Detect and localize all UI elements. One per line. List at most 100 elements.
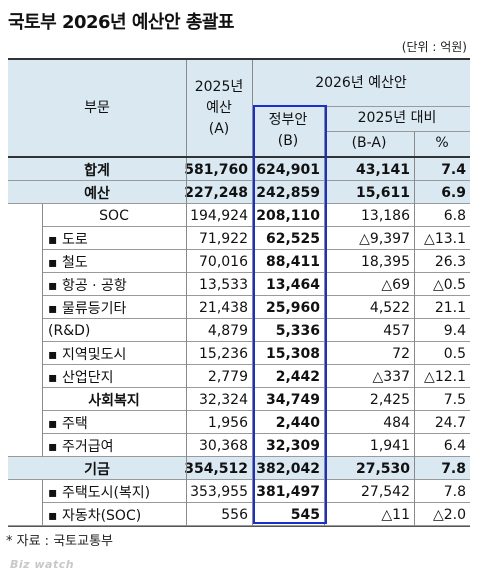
budget-table: 부문 2025년 예산 (A) 2026년 예산안 정부안 (B) 2025년 …: [8, 58, 470, 527]
row-divider: [8, 180, 470, 181]
row-divider: [42, 433, 470, 434]
cell-pct: 7.8: [441, 460, 466, 477]
row-divider: [42, 295, 470, 296]
cell-b: 208,110: [256, 207, 320, 224]
row-divider: [42, 318, 470, 319]
cell-a: 32,324: [199, 391, 248, 408]
cell-pct: 24.7: [434, 414, 466, 431]
cell-b: 32,309: [265, 437, 320, 454]
cell-b: 2,442: [275, 368, 320, 385]
cell-diff: 4,522: [369, 299, 410, 316]
cell-diff: 457: [383, 322, 410, 339]
cell-a: 354,512: [184, 460, 248, 477]
cell-a: 13,533: [199, 276, 248, 293]
row-divider: [42, 226, 470, 227]
row-label: 합계: [8, 158, 186, 181]
column-divider: [414, 158, 415, 526]
cell-b: 88,411: [265, 253, 320, 270]
row-label: ▪ 항공 · 공항: [48, 277, 127, 294]
cell-pct: 7.8: [443, 483, 466, 500]
row-divider: [42, 387, 470, 388]
cell-b: 545: [290, 506, 320, 523]
row-divider: [42, 502, 470, 503]
cell-diff: 27,530: [355, 460, 410, 477]
cell-pct: 21.1: [434, 299, 466, 316]
page-title: 국토부 2026년 예산안 총괄표: [8, 12, 235, 33]
cell-diff: 27,542: [361, 483, 410, 500]
cell-diff: △337: [372, 368, 411, 385]
cell-a: 30,368: [199, 437, 248, 454]
cell-diff: △11: [381, 506, 410, 523]
cell-b: 25,960: [265, 299, 320, 316]
header-gov-line2: (B): [277, 133, 299, 149]
row-shade: [186, 457, 470, 480]
row-divider: [42, 410, 470, 411]
cell-a: 581,760: [184, 161, 248, 178]
cell-pct: 6.4: [443, 437, 466, 454]
row-divider: [42, 272, 470, 273]
row-label: SOC: [99, 207, 129, 224]
row-label: ▪ 주거급여: [48, 438, 114, 455]
cell-b: 624,901: [256, 161, 320, 178]
column-divider: [252, 158, 253, 526]
cell-pct: △13.1: [424, 230, 466, 247]
header-2026-group: 2026년 예산안: [252, 60, 470, 106]
cell-pct: 26.3: [434, 253, 466, 270]
cell-a: 1,956: [207, 414, 248, 431]
row-label: 예산: [8, 181, 186, 204]
row-label: ▪ 철도: [48, 254, 88, 271]
cell-a: 227,248: [184, 184, 248, 201]
cell-diff: 72: [392, 345, 410, 362]
row-divider: [8, 479, 470, 480]
cell-b: 381,497: [256, 483, 320, 500]
cell-pct: 6.8: [443, 207, 466, 224]
indent-divider: [42, 204, 43, 457]
header-2025-budget: 2025년 예산 (A): [186, 60, 252, 156]
cell-diff: △69: [381, 276, 410, 293]
cell-b: 242,859: [256, 184, 320, 201]
cell-a: 4,879: [207, 322, 248, 339]
header-2025-line1: 2025년: [194, 78, 244, 95]
row-label: ▪ 도로: [48, 231, 88, 248]
header-diff: (B-A): [324, 131, 414, 156]
cell-a: 556: [221, 506, 248, 523]
row-label: ▪ 자동차(SOC): [48, 507, 142, 524]
cell-a: 194,924: [190, 207, 248, 224]
cell-pct: 7.5: [443, 391, 466, 408]
header-vs2025-group: 2025년 대비: [324, 106, 470, 131]
row-divider: [8, 456, 470, 457]
header-pct: %: [414, 131, 470, 156]
cell-a: 15,236: [199, 345, 248, 362]
row-label: ▪ 지역및도시: [48, 346, 127, 363]
row-label: ▪ 산업단지: [48, 369, 114, 386]
row-label: (R&D): [48, 322, 91, 339]
row-divider: [8, 203, 470, 204]
row-divider: [42, 341, 470, 342]
cell-diff: 13,186: [361, 207, 410, 224]
cell-b: 5,336: [275, 322, 320, 339]
cell-a: 71,922: [199, 230, 248, 247]
cell-pct: 9.4: [443, 322, 466, 339]
header-category: 부문: [8, 60, 186, 156]
column-divider: [324, 158, 325, 526]
cell-pct: 0.5: [443, 345, 466, 362]
indent-divider: [42, 480, 43, 526]
cell-a: 2,779: [207, 368, 248, 385]
cell-pct: 7.4: [441, 161, 466, 178]
row-label: ▪ 물류등기타: [48, 300, 127, 317]
row-shade: [186, 181, 470, 204]
header-2025-line2: 예산: [206, 99, 232, 116]
cell-diff: 43,141: [355, 161, 410, 178]
cell-diff: 15,611: [355, 184, 410, 201]
cell-diff: 1,941: [369, 437, 410, 454]
row-divider: [8, 525, 470, 526]
cell-pct: 6.9: [441, 184, 466, 201]
header-gov-proposal: 정부안 (B): [252, 106, 324, 156]
row-divider: [42, 249, 470, 250]
cell-pct: △2.0: [432, 506, 466, 523]
cell-diff: 484: [383, 414, 410, 431]
row-label: ▪ 주택도시(복지): [48, 484, 151, 501]
cell-a: 70,016: [199, 253, 248, 270]
unit-note: (단위 : 억원): [401, 40, 467, 54]
cell-a: 21,438: [199, 299, 248, 316]
